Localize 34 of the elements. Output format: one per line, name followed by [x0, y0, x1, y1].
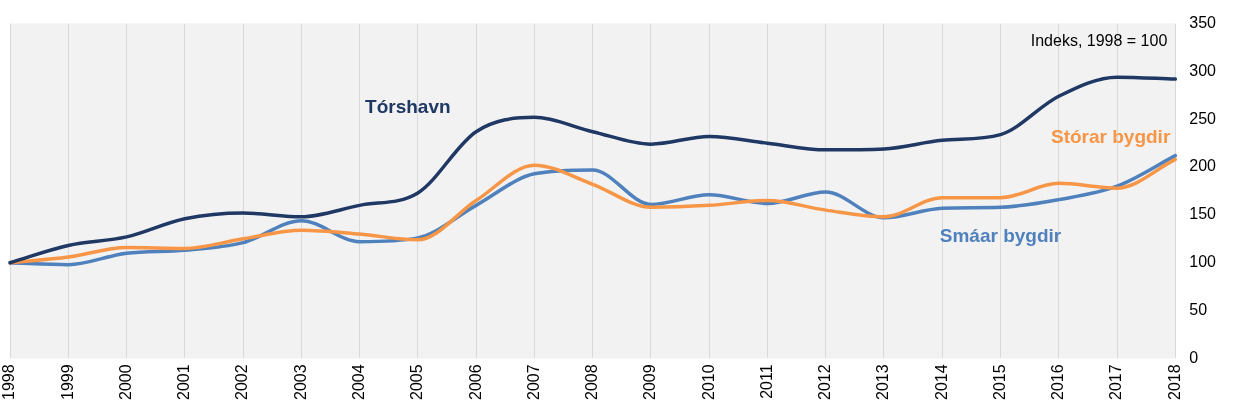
annotation: Indeks, 1998 = 100 — [1030, 32, 1168, 50]
x-tick-label: 2007 — [524, 364, 542, 400]
x-tick-label: 2001 — [175, 364, 193, 400]
series-label: Stórar bygdir — [1050, 125, 1171, 147]
x-tick-label: 2008 — [583, 364, 601, 400]
y-tick-label: 350 — [1189, 14, 1217, 32]
y-tick-label: 300 — [1189, 61, 1217, 79]
x-tick-label: 2000 — [116, 364, 134, 400]
x-tick-label: 2018 — [1165, 364, 1183, 400]
y-tick-label: 200 — [1189, 157, 1217, 175]
series-label: Tórshavn — [365, 96, 451, 118]
x-tick-label: 2013 — [874, 364, 892, 400]
x-tick-label: 2009 — [641, 364, 659, 400]
x-tick-label: 2002 — [233, 364, 251, 400]
x-tick-label: 2006 — [466, 364, 484, 400]
x-tick-label: 2012 — [816, 364, 834, 400]
x-tick-label: 2005 — [408, 364, 426, 400]
x-tick-label: 2003 — [291, 364, 309, 400]
line-series — [8, 75, 1178, 265]
x-tick-label: 2004 — [350, 364, 367, 400]
x-tick-label: 2014 — [932, 364, 950, 400]
x-tick-label: 2017 — [1107, 364, 1125, 400]
y-tick-label: 150 — [1189, 205, 1217, 223]
x-tick-label: 2011 — [757, 364, 775, 399]
x-tick-label: 2010 — [699, 364, 717, 400]
y-tick-label: 50 — [1189, 300, 1208, 318]
y-tick-label: 0 — [1189, 348, 1199, 366]
x-tick-label: 1998 — [0, 364, 18, 400]
x-tick-label: 2015 — [990, 364, 1008, 400]
y-tick-label: 250 — [1189, 109, 1217, 127]
series-label: Smáar bygdir — [939, 225, 1062, 247]
y-tick-label: 100 — [1189, 253, 1217, 271]
x-tick-label: 2016 — [1049, 364, 1067, 400]
x-tick-label: 1999 — [58, 364, 76, 400]
